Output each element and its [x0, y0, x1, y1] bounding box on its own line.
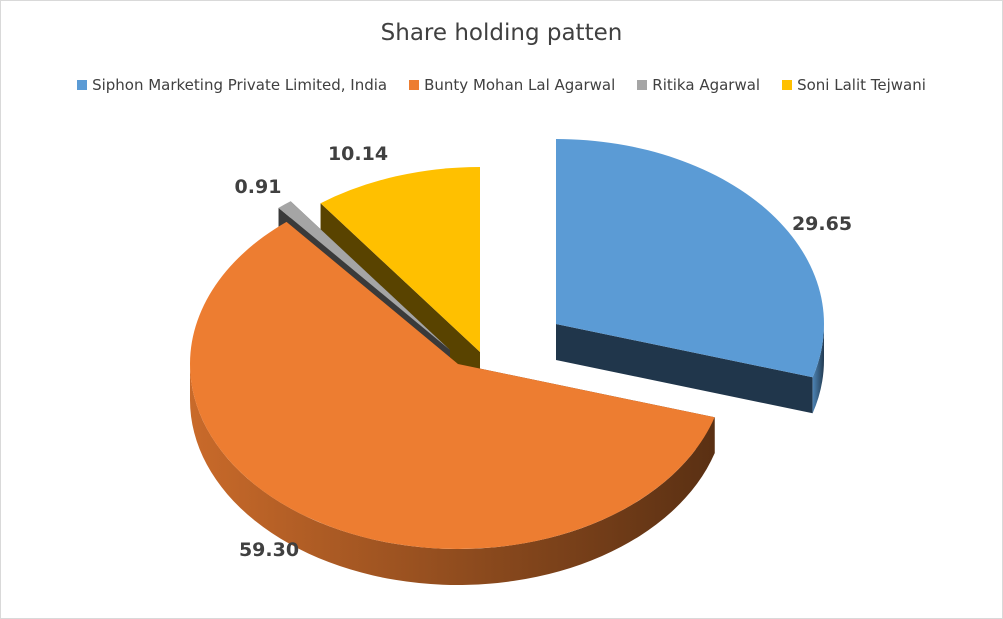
legend-label-bunty: Bunty Mohan Lal Agarwal — [424, 76, 616, 94]
data-label-soni: 10.14 — [328, 143, 388, 165]
pie-slice-siphon-wall-end — [556, 324, 813, 414]
legend-swatch-ritika — [637, 80, 648, 90]
legend-item-siphon: Siphon Marketing Private Limited, India — [77, 76, 387, 94]
data-labels: 10.14 0.91 29.65 59.30 — [235, 143, 853, 561]
legend-item-soni: Soni Lalit Tejwani — [782, 76, 926, 94]
pie-slice-siphon — [556, 139, 824, 414]
pie-slice-siphon-rim — [812, 324, 824, 414]
pie-slice-siphon-top — [556, 139, 824, 378]
legend-item-ritika: Ritika Agarwal — [637, 76, 760, 94]
legend-label-siphon: Siphon Marketing Private Limited, India — [92, 76, 388, 94]
chart-legend: Siphon Marketing Private Limited, India … — [0, 76, 1003, 94]
data-label-bunty: 59.30 — [239, 539, 299, 561]
pie-slices — [189, 139, 824, 585]
data-label-ritika: 0.91 — [235, 176, 282, 198]
pie-slice-bunty-top — [189, 221, 715, 550]
legend-swatch-bunty — [409, 80, 420, 90]
legend-swatch-soni — [782, 80, 793, 90]
pie-slice-ritika-top — [278, 201, 450, 350]
data-label-siphon: 29.65 — [792, 213, 852, 235]
legend-label-soni: Soni Lalit Tejwani — [797, 76, 926, 94]
legend-label-ritika: Ritika Agarwal — [652, 76, 761, 94]
legend-swatch-siphon — [77, 80, 88, 90]
pie-slice-bunty — [189, 221, 715, 585]
legend-item-bunty: Bunty Mohan Lal Agarwal — [409, 76, 615, 94]
chart-title: Share holding patten — [380, 20, 623, 46]
pie-slice-bunty-rim — [190, 364, 715, 585]
pie-slice-soni-top — [320, 167, 480, 352]
